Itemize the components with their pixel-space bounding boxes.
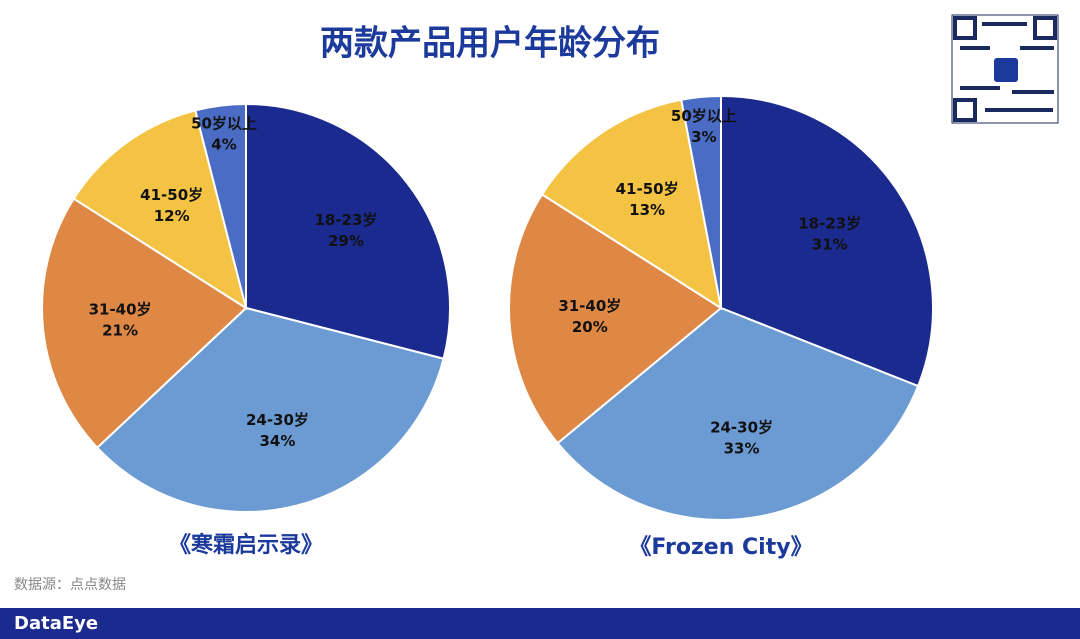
pie-slice: [245, 102, 451, 360]
slice-value-label: 4%: [211, 135, 236, 153]
slice-category: 18-23岁: [314, 211, 377, 229]
slice-value-label: 20%: [572, 318, 608, 336]
slice-category: 41-50岁: [140, 186, 203, 204]
slice-category: 18-23岁: [798, 215, 861, 233]
qr-code: [951, 14, 1059, 124]
slice-category: 31-40岁: [558, 297, 621, 315]
slice-category: 50岁以上: [191, 114, 257, 132]
pie-slice: [508, 193, 723, 445]
source-note: 数据源：点点数据: [14, 577, 126, 593]
slice-category: 24-30岁: [246, 411, 309, 429]
pie-slice: [540, 98, 723, 311]
slice-category: 50岁以上: [671, 107, 737, 125]
pie-title: 《寒霜启示录》: [169, 532, 323, 558]
pie-slice: [680, 94, 722, 309]
pie-slice: [194, 102, 247, 309]
slice-category: 41-50岁: [616, 180, 679, 198]
page-title: 两款产品用户年龄分布: [320, 24, 660, 64]
slice-category: 31-40岁: [89, 300, 152, 318]
slice-value-label: 3%: [691, 128, 716, 146]
slice-value-label: 12%: [154, 207, 190, 225]
pie-slice: [556, 306, 920, 521]
slice-value-label: 33%: [724, 439, 760, 457]
pie-slice: [95, 306, 445, 513]
slice-value-label: 13%: [629, 201, 665, 219]
slice-value-label: 31%: [812, 236, 848, 254]
pie-slice: [720, 94, 934, 388]
slice-value-label: 34%: [260, 432, 296, 450]
slice-value-label: 29%: [328, 232, 364, 250]
brand: DataEye: [14, 613, 98, 634]
footer-bar: [0, 608, 1080, 639]
pie-title: 《Frozen City》: [629, 535, 812, 560]
slice-value-label: 21%: [102, 321, 138, 339]
slice-category: 24-30岁: [710, 418, 773, 436]
pie-slice: [41, 197, 248, 450]
pie-slice: [72, 109, 248, 311]
